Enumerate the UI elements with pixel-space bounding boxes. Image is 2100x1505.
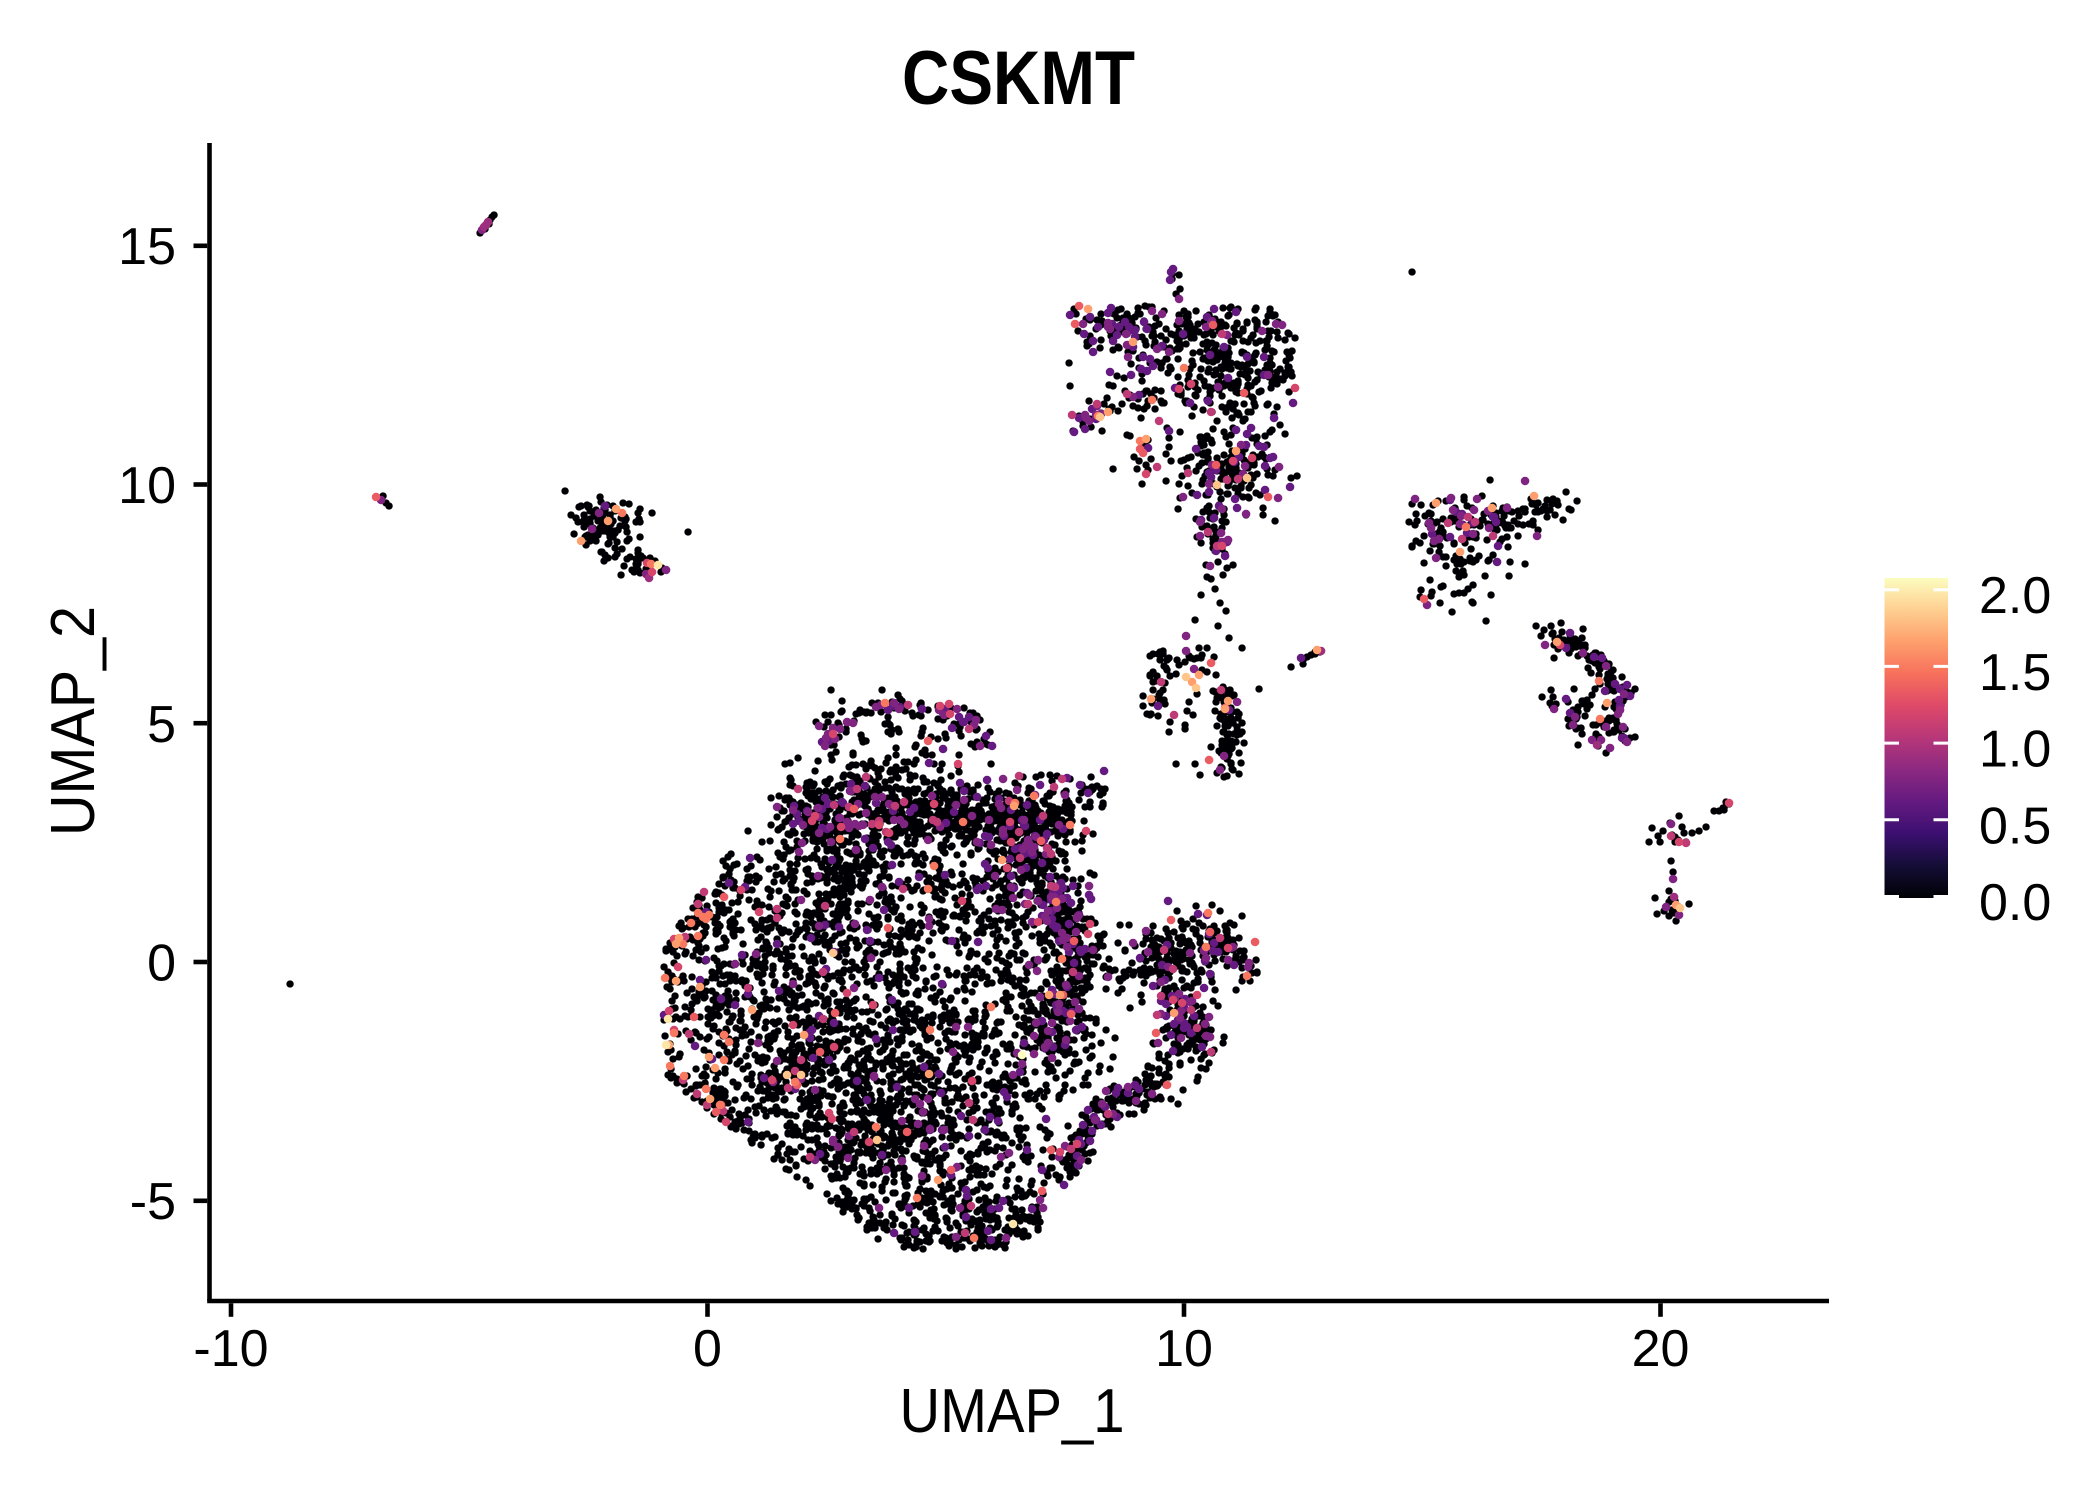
svg-text:UMAP_2: UMAP_2 [39,606,108,836]
svg-text:1.0: 1.0 [1979,721,2051,779]
svg-text:0.5: 0.5 [1979,797,2051,855]
svg-text:5: 5 [147,696,176,754]
svg-text:2.0: 2.0 [1979,567,2051,625]
svg-text:20: 20 [1632,1320,1690,1378]
svg-text:UMAP_1: UMAP_1 [900,1377,1125,1446]
svg-text:0: 0 [147,935,176,993]
svg-text:CSKMT: CSKMT [902,36,1135,121]
svg-text:10: 10 [118,457,176,515]
svg-text:0.0: 0.0 [1979,874,2051,932]
svg-text:10: 10 [1155,1320,1213,1378]
svg-text:0: 0 [693,1320,722,1378]
svg-text:-10: -10 [193,1320,268,1378]
svg-text:-5: -5 [130,1173,176,1231]
svg-text:1.5: 1.5 [1979,644,2051,702]
svg-text:15: 15 [118,218,176,276]
